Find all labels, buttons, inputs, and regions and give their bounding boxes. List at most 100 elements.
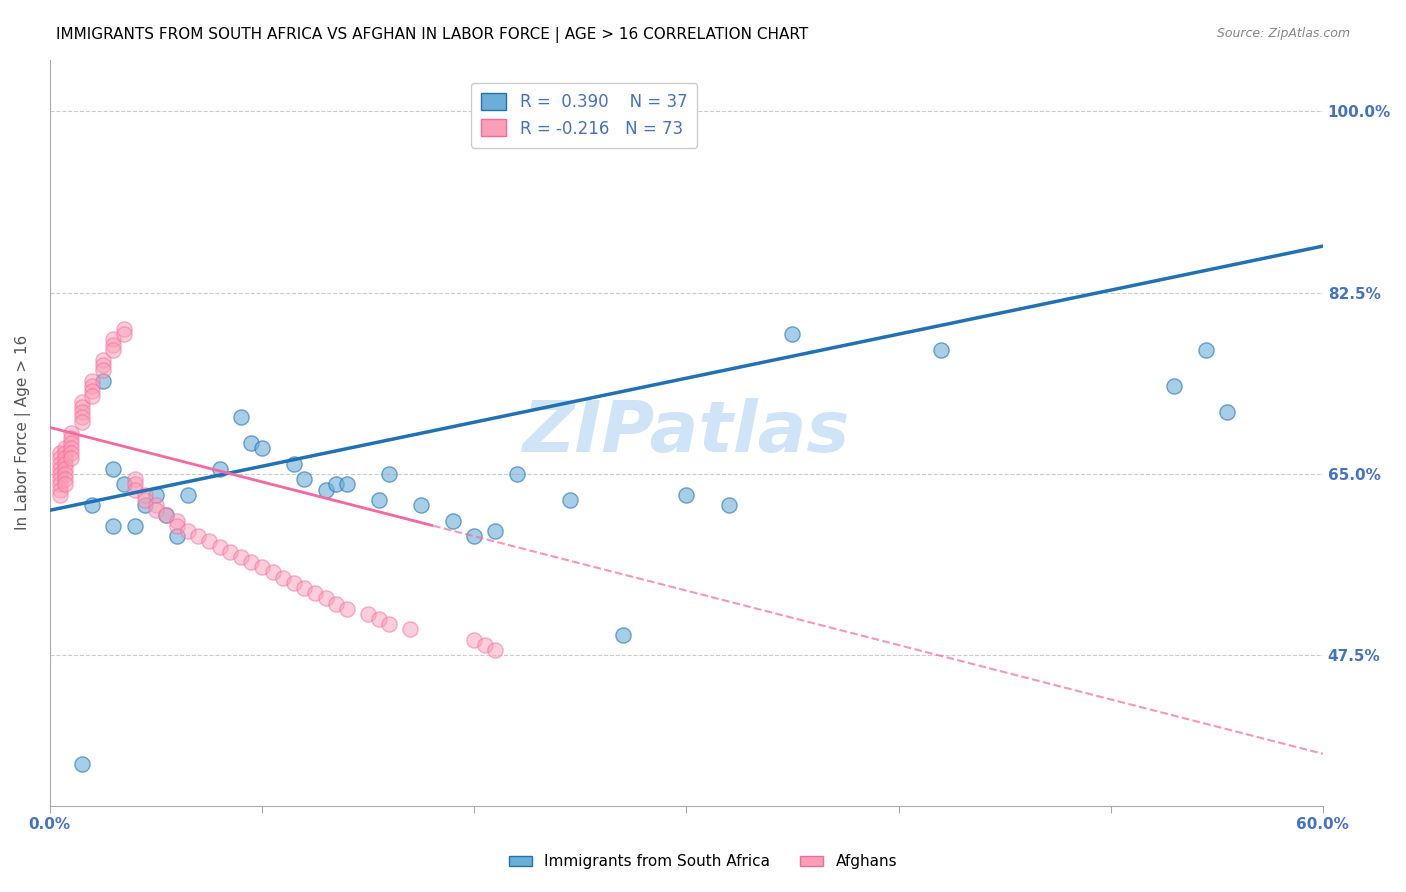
Point	[325, 597, 347, 611]
Point	[134, 492, 156, 507]
Point	[53, 467, 76, 481]
Point	[82, 374, 104, 388]
Point	[59, 425, 82, 440]
Point	[782, 327, 804, 342]
Point	[145, 498, 167, 512]
Point	[59, 451, 82, 466]
Point	[240, 555, 263, 569]
Point	[166, 519, 188, 533]
Point	[484, 524, 506, 538]
Point	[53, 457, 76, 471]
Point	[49, 483, 72, 497]
Point	[91, 358, 114, 372]
Point	[558, 492, 581, 507]
Point	[409, 498, 432, 512]
Point	[70, 400, 93, 414]
Point	[166, 514, 188, 528]
Point	[717, 498, 740, 512]
Point	[82, 498, 104, 512]
Point	[134, 488, 156, 502]
Point	[82, 389, 104, 403]
Point	[49, 472, 72, 486]
Point	[124, 519, 146, 533]
Point	[484, 643, 506, 657]
Point	[187, 529, 209, 543]
Point	[399, 623, 422, 637]
Point	[262, 566, 284, 580]
Point	[49, 462, 72, 476]
Text: Source: ZipAtlas.com: Source: ZipAtlas.com	[1216, 27, 1350, 40]
Point	[1195, 343, 1218, 357]
Point	[49, 467, 72, 481]
Point	[112, 322, 135, 336]
Point	[929, 343, 952, 357]
Point	[91, 363, 114, 377]
Point	[53, 472, 76, 486]
Point	[229, 410, 252, 425]
Point	[208, 462, 231, 476]
Point	[367, 492, 389, 507]
Point	[59, 446, 82, 460]
Point	[49, 451, 72, 466]
Point	[240, 436, 263, 450]
Point	[378, 467, 401, 481]
Point	[304, 586, 326, 600]
Point	[70, 405, 93, 419]
Point	[53, 462, 76, 476]
Point	[336, 601, 359, 615]
Point	[367, 612, 389, 626]
Y-axis label: In Labor Force | Age > 16: In Labor Force | Age > 16	[15, 335, 31, 530]
Point	[612, 627, 634, 641]
Point	[229, 549, 252, 564]
Point	[336, 477, 359, 491]
Point	[112, 477, 135, 491]
Point	[1216, 405, 1239, 419]
Point	[378, 617, 401, 632]
Point	[441, 514, 464, 528]
Point	[70, 757, 93, 772]
Point	[250, 441, 273, 455]
Point	[53, 451, 76, 466]
Point	[145, 503, 167, 517]
Point	[145, 488, 167, 502]
Text: IMMIGRANTS FROM SOUTH AFRICA VS AFGHAN IN LABOR FORCE | AGE > 16 CORRELATION CHA: IMMIGRANTS FROM SOUTH AFRICA VS AFGHAN I…	[56, 27, 808, 43]
Point	[463, 529, 485, 543]
Point	[198, 534, 221, 549]
Point	[49, 446, 72, 460]
Point	[357, 607, 380, 621]
Point	[134, 498, 156, 512]
Point	[49, 457, 72, 471]
Point	[325, 477, 347, 491]
Point	[59, 431, 82, 445]
Point	[103, 462, 125, 476]
Point	[59, 436, 82, 450]
Point	[283, 457, 305, 471]
Point	[49, 477, 72, 491]
Point	[292, 472, 315, 486]
Point	[59, 441, 82, 455]
Point	[505, 467, 527, 481]
Point	[103, 343, 125, 357]
Point	[70, 410, 93, 425]
Point	[124, 472, 146, 486]
Point	[474, 638, 496, 652]
Point	[1163, 379, 1185, 393]
Point	[271, 571, 294, 585]
Point	[70, 415, 93, 429]
Point	[53, 446, 76, 460]
Point	[103, 519, 125, 533]
Point	[315, 591, 337, 606]
Point	[208, 540, 231, 554]
Legend: Immigrants from South Africa, Afghans: Immigrants from South Africa, Afghans	[503, 848, 903, 875]
Point	[49, 488, 72, 502]
Point	[124, 477, 146, 491]
Point	[283, 575, 305, 590]
Point	[103, 332, 125, 346]
Point	[53, 441, 76, 455]
Point	[70, 394, 93, 409]
Point	[250, 560, 273, 574]
Point	[155, 508, 177, 523]
Point	[675, 488, 697, 502]
Point	[91, 353, 114, 368]
Legend: R =  0.390    N = 37, R = -0.216   N = 73: R = 0.390 N = 37, R = -0.216 N = 73	[471, 83, 697, 147]
